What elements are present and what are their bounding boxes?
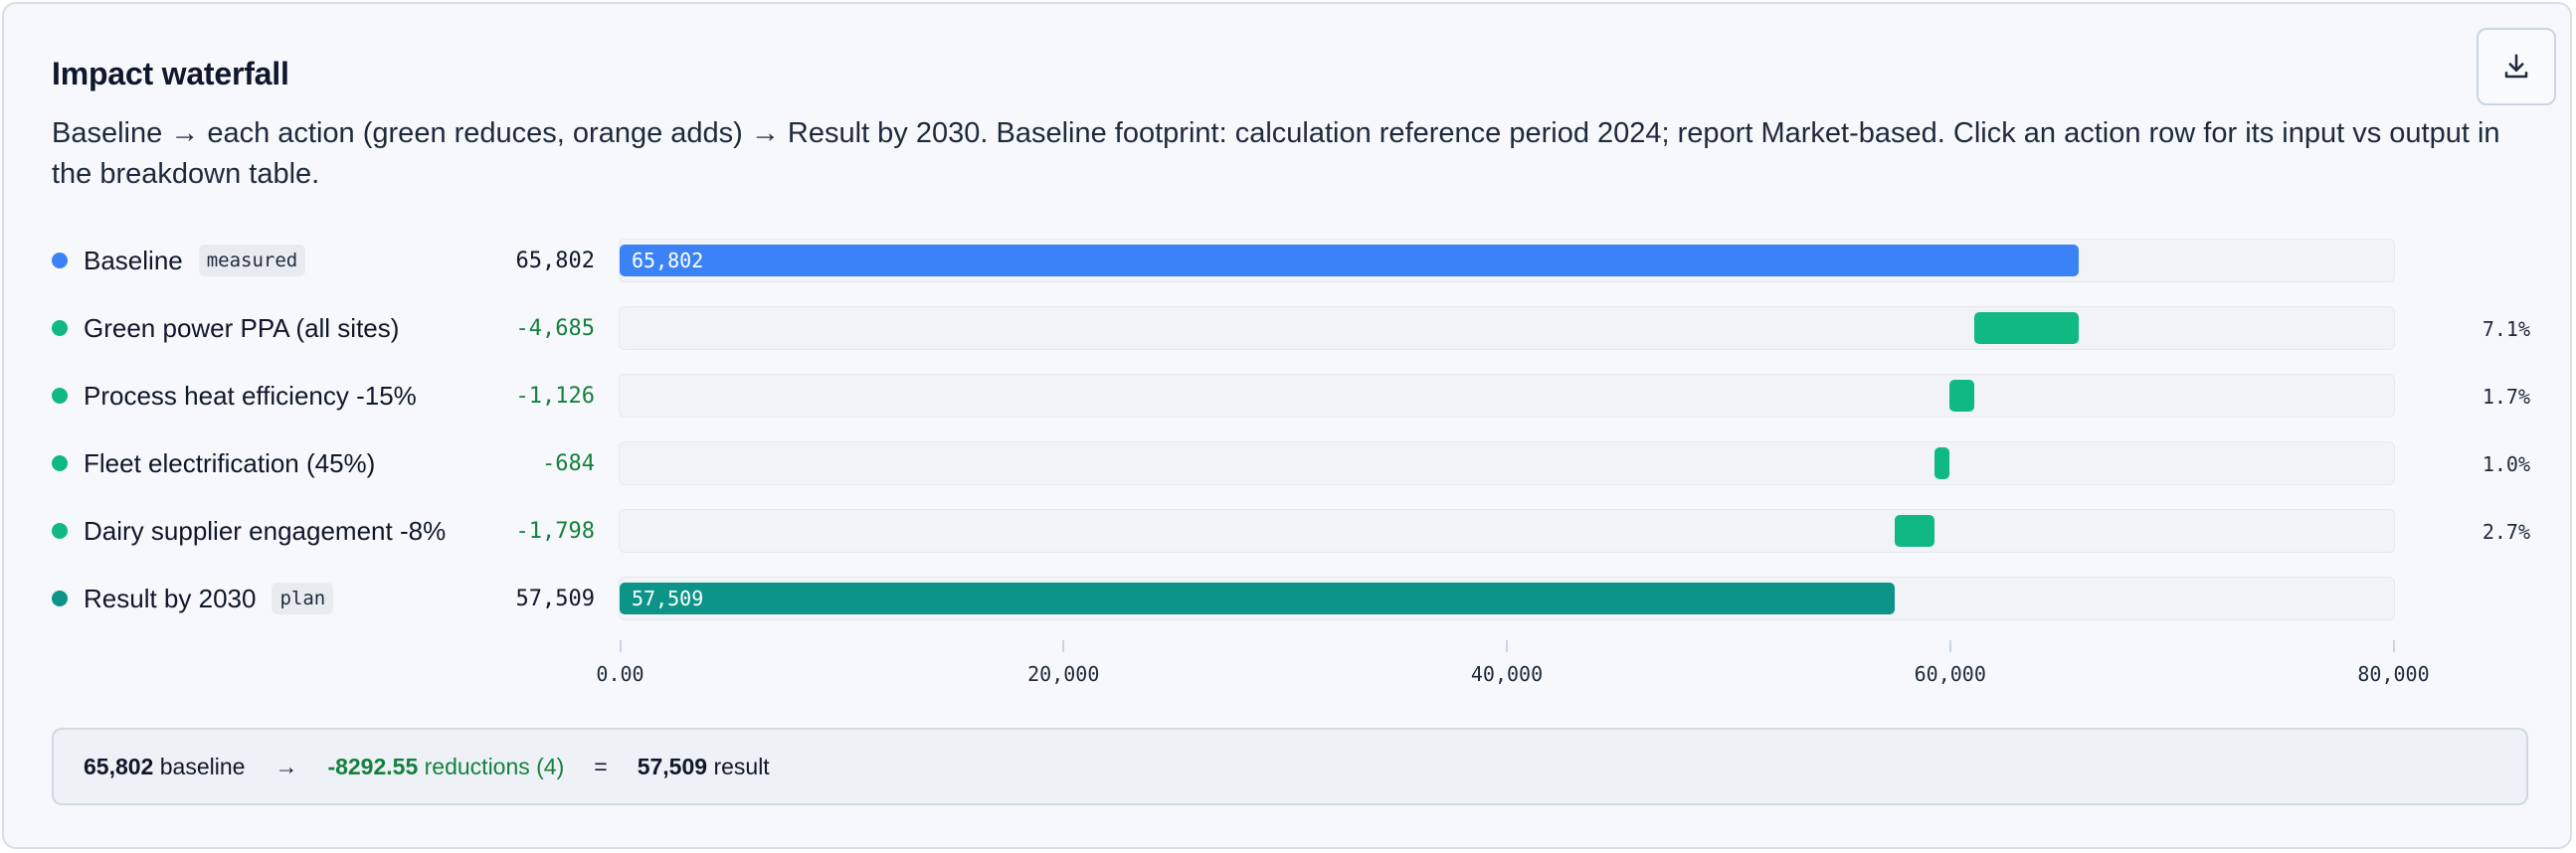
axis-tick	[1062, 640, 1065, 652]
waterfall-row: Result by 2030 plan 57,509 57,509	[4, 565, 2574, 632]
row-label-text: Baseline	[84, 246, 183, 275]
reduction-bar	[1949, 380, 1975, 412]
row-label-text: Result by 2030	[84, 584, 257, 613]
legend-dot-icon	[52, 523, 68, 539]
download-button[interactable]	[2477, 28, 2556, 105]
chart-description: Baseline → each action (green reduces, o…	[52, 117, 2500, 190]
row-label-text: Fleet electrification (45%)	[84, 448, 376, 478]
bar-track: 57,509	[619, 577, 2395, 620]
summary-reductions-text: reductions (4)	[424, 753, 565, 779]
axis-tick-label: 0.00	[596, 662, 644, 686]
row-value: -1,798	[515, 519, 595, 544]
summary-baseline-text: baseline	[159, 753, 246, 779]
result-bar: 57,509	[620, 583, 1895, 614]
summary-result-value: 57,509	[637, 753, 708, 779]
summary-equals: =	[594, 753, 608, 779]
bar-data-label: 57,509	[632, 587, 704, 610]
baseline-bar: 65,802	[620, 245, 2079, 276]
row-percent: 1.7%	[2482, 385, 2530, 409]
row-value: -684	[542, 451, 595, 476]
axis-tick-label: 60,000	[1914, 662, 1986, 686]
legend-dot-icon	[52, 320, 68, 336]
row-percent: 7.1%	[2482, 317, 2530, 341]
reduction-bar	[1933, 447, 1950, 479]
axis-tick-label: 20,000	[1027, 662, 1100, 686]
row-label-text: Green power PPA (all sites)	[84, 313, 400, 343]
axis-tick	[1506, 640, 1508, 652]
waterfall-row[interactable]: Process heat efficiency -15% -1,126 1.7%	[4, 362, 2574, 429]
chart-title: Impact waterfall	[52, 56, 289, 91]
row-label: Fleet electrification (45%)	[84, 445, 375, 481]
reduction-bar	[1894, 515, 1934, 547]
row-percent: 2.7%	[2482, 520, 2530, 544]
bar-track: 65,802	[619, 239, 2395, 282]
row-label: Baseline measured	[84, 243, 306, 278]
waterfall-row[interactable]: Fleet electrification (45%) -684 1.0%	[4, 429, 2574, 497]
bar-data-label: 65,802	[632, 249, 704, 272]
legend-dot-icon	[52, 253, 68, 268]
x-axis: 0.00 20,000 40,000 60,000 80,000	[596, 640, 2430, 690]
row-label-text: Dairy supplier engagement -8%	[84, 516, 447, 546]
bar-track	[619, 441, 2395, 485]
download-icon	[2504, 54, 2528, 79]
legend-dot-icon	[52, 388, 68, 404]
legend-dot-icon	[52, 591, 68, 606]
axis-tick	[619, 640, 622, 652]
summary-reductions-value: -8292.55	[327, 753, 419, 779]
row-tag: measured	[198, 245, 306, 276]
axis-tick	[2392, 640, 2395, 652]
waterfall-row: Baseline measured 65,802 65,802	[4, 227, 2574, 294]
bar-track	[619, 509, 2395, 553]
row-tag: plan	[272, 583, 334, 614]
bar-track	[619, 374, 2395, 418]
row-value: -1,126	[515, 384, 595, 409]
summary-arrow: →	[275, 753, 298, 779]
row-label: Dairy supplier engagement -8%	[84, 513, 446, 549]
summary-bar: 65,802 baseline → -8292.55 reductions (4…	[52, 728, 2528, 805]
row-label-text: Process heat efficiency -15%	[84, 381, 417, 411]
row-value: 57,509	[515, 587, 595, 611]
waterfall-row[interactable]: Dairy supplier engagement -8% -1,798 2.7%	[4, 497, 2574, 565]
row-value: -4,685	[515, 316, 595, 341]
row-label: Green power PPA (all sites)	[84, 310, 399, 346]
reduction-bar	[1974, 312, 2079, 344]
row-value: 65,802	[515, 249, 595, 273]
legend-dot-icon	[52, 455, 68, 471]
axis-tick-label: 40,000	[1470, 662, 1544, 686]
summary-baseline-value: 65,802	[84, 753, 154, 779]
row-percent: 1.0%	[2482, 452, 2530, 476]
row-label: Result by 2030 plan	[84, 581, 334, 616]
axis-tick	[1948, 640, 1951, 652]
summary-result-text: result	[713, 753, 770, 779]
row-label: Process heat efficiency -15%	[84, 378, 417, 414]
waterfall-row[interactable]: Green power PPA (all sites) -4,685 7.1%	[4, 294, 2574, 362]
axis-tick-label: 80,000	[2357, 662, 2430, 686]
bar-track	[619, 306, 2395, 350]
